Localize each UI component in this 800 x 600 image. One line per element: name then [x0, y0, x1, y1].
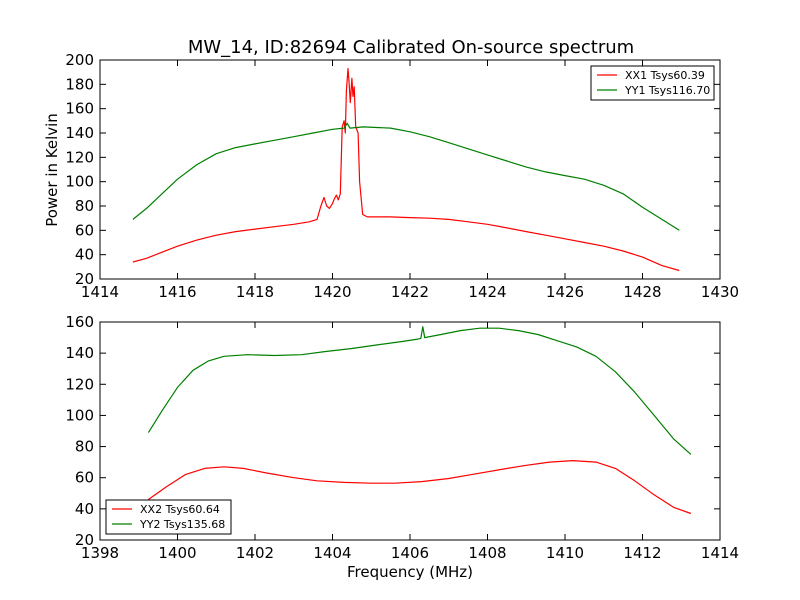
x-tick-label: 1418	[236, 283, 274, 301]
x-tick-label: 1408	[468, 544, 506, 562]
x-tick-label: 1412	[623, 544, 661, 562]
x-tick-label: 1424	[468, 283, 506, 301]
legend-label: XX1 Tsys60.39	[625, 69, 705, 82]
x-tick-label: 1406	[391, 544, 429, 562]
legend-label: YY1 Tsys116.70	[624, 84, 710, 97]
series-line-2	[147, 326, 692, 455]
x-tick-label: 1430	[701, 283, 739, 301]
legend-box	[590, 65, 715, 101]
y-tick-label: 120	[65, 148, 94, 166]
y-tick-label: 100	[65, 406, 94, 424]
x-tick-label: 1428	[623, 283, 661, 301]
y-tick-label: 20	[75, 270, 94, 288]
x-tick-label: 1400	[158, 544, 196, 562]
legend: XX2 Tsys60.64 YY2 Tsys135.68	[105, 499, 232, 535]
top-panel: 1414 1416 1418 1420 1422 1424 1426 1428 1430 20 40…	[65, 51, 739, 301]
y-tick-label: 80	[75, 197, 94, 215]
bottom-panel: 1398 1400 1402 1404 1406 1408 1410 1412 1414 20 40…	[65, 313, 739, 562]
x-tick-label: 1426	[546, 283, 584, 301]
y-tick-label: 140	[65, 124, 94, 142]
y-tick-label: 140	[65, 344, 94, 362]
y-axis-label: Power in Kelvin	[43, 113, 61, 227]
x-tick-label: 1398	[81, 544, 119, 562]
y-tick-label: 40	[75, 246, 94, 264]
y-tick-label: 120	[65, 375, 94, 393]
x-tick-label: 1402	[236, 544, 274, 562]
y-tick-label: 60	[75, 221, 94, 239]
x-tick-label: 1414	[701, 544, 739, 562]
y-tick-label: 160	[65, 313, 94, 331]
x-tick-label: 1416	[158, 283, 196, 301]
legend-label: XX2 Tsys60.64	[140, 503, 220, 516]
y-tick-label: 160	[65, 100, 94, 118]
series-line-2	[132, 122, 680, 231]
y-tick-label: 200	[65, 51, 94, 69]
series-line-1	[132, 67, 680, 272]
y-tick-label: 80	[75, 438, 94, 456]
chart-title: MW_14, ID:82694 Calibrated On-source spe…	[188, 37, 634, 58]
y-tick-label: 20	[75, 531, 94, 549]
x-axis-label: Frequency (MHz)	[347, 563, 473, 581]
y-tick-label: 40	[75, 500, 94, 518]
x-tick-label: 1420	[313, 283, 351, 301]
y-tick-label: 60	[75, 469, 94, 487]
legend-label: YY2 Tsys135.68	[139, 518, 225, 531]
x-tick-label: 1404	[313, 544, 351, 562]
x-tick-label: 1414	[81, 283, 119, 301]
y-tick-label: 180	[65, 75, 94, 93]
legend-box	[105, 499, 232, 535]
x-tick-label: 1422	[391, 283, 429, 301]
series-line-1	[148, 460, 692, 515]
y-tick-label: 100	[65, 173, 94, 191]
x-tick-label: 1410	[546, 544, 584, 562]
legend: XX1 Tsys60.39 YY1 Tsys116.70	[590, 65, 715, 101]
